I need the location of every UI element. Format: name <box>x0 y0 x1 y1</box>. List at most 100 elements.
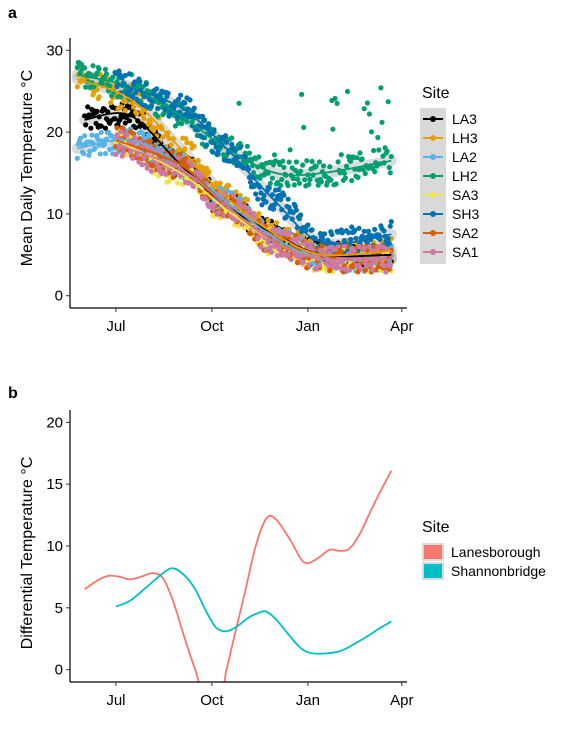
data-point <box>272 248 279 254</box>
data-point <box>135 152 141 158</box>
data-point <box>359 156 365 162</box>
data-point <box>126 118 133 124</box>
data-point <box>352 227 358 233</box>
data-point <box>271 202 278 208</box>
data-point <box>361 228 367 234</box>
data-point <box>341 238 347 244</box>
data-point <box>355 262 361 268</box>
data-point <box>126 71 133 77</box>
data-point <box>118 104 124 110</box>
data-point <box>304 158 310 164</box>
panel-a-letter: a <box>8 5 17 22</box>
data-point <box>96 94 102 100</box>
data-point <box>122 107 128 114</box>
data-point <box>155 106 161 112</box>
data-point <box>370 267 376 273</box>
data-point <box>292 167 298 173</box>
data-point <box>318 179 324 185</box>
data-point <box>325 245 331 251</box>
data-point <box>244 143 250 149</box>
data-point <box>298 168 304 174</box>
data-point <box>251 170 257 176</box>
data-point <box>255 196 261 202</box>
data-point <box>256 211 262 217</box>
legend-key-swatch <box>424 564 442 578</box>
data-point <box>274 220 280 226</box>
data-point <box>329 231 335 238</box>
data-point <box>286 159 292 165</box>
panel-a-plot-area: 0 10 20 30 Jul Oct Jan Apr <box>46 38 413 335</box>
data-point <box>267 180 273 186</box>
data-point <box>358 266 364 272</box>
data-point <box>383 269 389 275</box>
data-point <box>144 104 150 110</box>
panel-b-marks <box>84 470 393 682</box>
legend-key-dot <box>430 192 436 198</box>
data-point <box>371 147 377 154</box>
data-point <box>265 217 271 223</box>
data-point <box>364 100 370 106</box>
data-point <box>122 72 128 79</box>
data-point <box>174 114 181 120</box>
data-point <box>83 122 89 128</box>
legend-key-dot <box>430 230 436 236</box>
data-point <box>247 179 254 185</box>
data-point <box>202 117 208 123</box>
data-point <box>351 247 357 254</box>
data-point <box>323 260 329 266</box>
data-point <box>107 146 113 152</box>
data-point <box>174 180 181 186</box>
data-point <box>77 135 83 141</box>
data-point <box>102 125 109 131</box>
y-tick-label: 10 <box>46 206 63 223</box>
data-point <box>349 178 355 184</box>
data-point <box>162 106 168 113</box>
data-point <box>316 159 322 165</box>
data-point <box>348 158 354 164</box>
x-tick-label: Jan <box>296 692 320 709</box>
data-point <box>316 262 322 268</box>
data-point <box>377 236 383 242</box>
data-point <box>368 233 375 239</box>
legend-key-dot <box>430 211 436 217</box>
data-point <box>361 106 367 112</box>
data-point <box>293 207 299 213</box>
data-point <box>266 185 272 191</box>
data-point <box>203 196 209 202</box>
data-point <box>378 85 384 91</box>
data-point <box>300 162 306 168</box>
data-point <box>261 192 267 198</box>
data-point <box>354 155 360 161</box>
data-point <box>223 139 230 145</box>
data-point <box>82 133 88 139</box>
data-point <box>265 239 271 245</box>
y-tick-label: 5 <box>55 600 63 617</box>
data-point <box>331 247 337 253</box>
data-point <box>301 124 307 130</box>
series-line-Lanesborough <box>84 470 393 682</box>
data-point <box>184 140 190 146</box>
data-point <box>309 227 315 233</box>
data-point <box>387 170 393 176</box>
data-point <box>141 94 147 100</box>
data-point <box>333 181 339 187</box>
data-point <box>363 263 369 269</box>
data-point <box>338 248 344 255</box>
trend-line-SA1 <box>115 143 392 261</box>
data-point <box>379 119 385 125</box>
data-point <box>313 163 319 169</box>
data-point <box>348 236 354 243</box>
data-point <box>124 132 130 138</box>
data-point <box>375 134 381 141</box>
data-point <box>190 183 196 189</box>
legend-label-SA3: SA3 <box>452 187 479 203</box>
legend-label-SH3: SH3 <box>452 206 479 222</box>
legend-key-background <box>420 108 446 264</box>
data-point <box>183 136 189 142</box>
data-point <box>182 100 188 106</box>
data-point <box>388 219 394 225</box>
data-point <box>130 93 136 99</box>
legend-key-dot <box>430 116 436 122</box>
x-tick-label: Oct <box>200 692 224 709</box>
data-point <box>300 260 306 266</box>
